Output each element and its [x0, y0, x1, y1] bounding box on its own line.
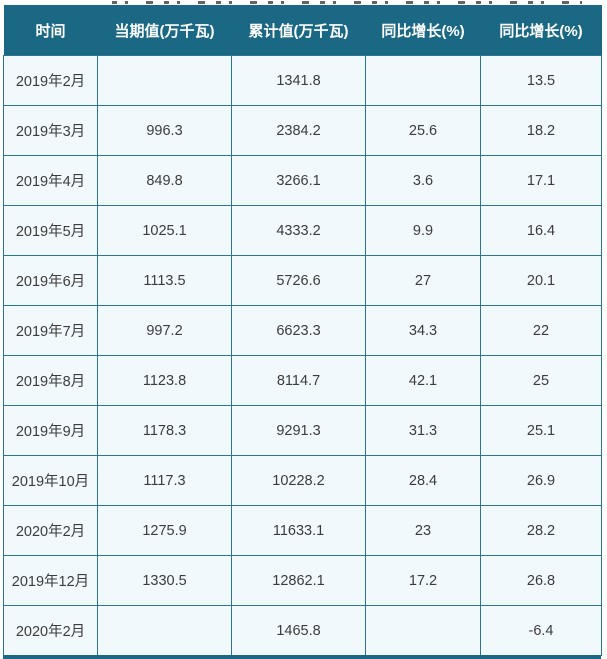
table-cell: 5726.6 [231, 255, 366, 306]
table-cell: 2019年9月 [3, 405, 98, 456]
table-row: 2019年8月 1123.8 8114.7 42.1 25 [3, 355, 602, 406]
table-row: 2019年4月 849.8 3266.1 3.6 17.1 [3, 155, 602, 206]
table-cell: 997.2 [97, 305, 232, 356]
table-row: 2019年2月 1341.8 13.5 [3, 55, 602, 106]
table-cell: 2020年2月 [3, 505, 98, 556]
bottom-divider-bar [3, 655, 601, 659]
column-header-yoy-growth-2: 同比增长(%) [480, 5, 602, 56]
table-cell: 1117.3 [97, 455, 232, 506]
table-cell: 20.1 [480, 255, 602, 306]
table-cell: 3266.1 [231, 155, 366, 206]
table-cell [97, 55, 232, 106]
table-cell: 25.6 [365, 105, 481, 156]
table-cell: 13.5 [480, 55, 602, 106]
table-cell: 1465.8 [231, 605, 366, 656]
table-cell: 18.2 [480, 105, 602, 156]
table-cell: 31.3 [365, 405, 481, 456]
table-cell: 25 [480, 355, 602, 406]
column-header-time: 时间 [3, 5, 98, 56]
table-cell: 2019年3月 [3, 105, 98, 156]
table-cell: 26.8 [480, 555, 602, 606]
table-cell: 6623.3 [231, 305, 366, 356]
table-row: 2020年2月 1275.9 11633.1 23 28.2 [3, 505, 602, 556]
table-row: 2019年6月 1113.5 5726.6 27 20.1 [3, 255, 602, 306]
table-cell [365, 605, 481, 656]
table-cell: 1330.5 [97, 555, 232, 606]
table-cell: 1113.5 [97, 255, 232, 306]
statistics-table: 时间 当期值(万千瓦) 累计值(万千瓦) 同比增长(%) 同比增长(%) 201… [3, 5, 602, 656]
table-cell: 4333.2 [231, 205, 366, 256]
column-header-current-value: 当期值(万千瓦) [97, 5, 232, 56]
table-cell: 10228.2 [231, 455, 366, 506]
table-cell: 26.9 [480, 455, 602, 506]
table-cell: 9.9 [365, 205, 481, 256]
table-cell: 28.2 [480, 505, 602, 556]
table-cell: 1275.9 [97, 505, 232, 556]
table-row: 2019年12月 1330.5 12862.1 17.2 26.8 [3, 555, 602, 606]
table-row: 2019年3月 996.3 2384.2 25.6 18.2 [3, 105, 602, 156]
table-cell: -6.4 [480, 605, 602, 656]
table-cell: 1025.1 [97, 205, 232, 256]
table-cell: 2019年12月 [3, 555, 98, 606]
table-cell: 2020年2月 [3, 605, 98, 656]
table-cell: 2384.2 [231, 105, 366, 156]
table-cell: 849.8 [97, 155, 232, 206]
table-row: 2019年7月 997.2 6623.3 34.3 22 [3, 305, 602, 356]
table-cell: 2019年6月 [3, 255, 98, 306]
table-cell [365, 55, 481, 106]
table-cell: 2019年5月 [3, 205, 98, 256]
table-cell: 2019年8月 [3, 355, 98, 406]
column-header-cumulative-value: 累计值(万千瓦) [231, 5, 366, 56]
table-cell: 28.4 [365, 455, 481, 506]
table-cell: 11633.1 [231, 505, 366, 556]
table-cell: 16.4 [480, 205, 602, 256]
table-row: 2020年2月 1465.8 -6.4 [3, 605, 602, 656]
table-cell: 2019年7月 [3, 305, 98, 356]
table-cell: 12862.1 [231, 555, 366, 606]
table-cell: 23 [365, 505, 481, 556]
table-cell: 1178.3 [97, 405, 232, 456]
table-cell: 2019年4月 [3, 155, 98, 206]
clipped-title-text [112, 1, 582, 4]
table-cell: 2019年2月 [3, 55, 98, 106]
table-cell: 9291.3 [231, 405, 366, 456]
table-row: 2019年9月 1178.3 9291.3 31.3 25.1 [3, 405, 602, 456]
table-cell: 34.3 [365, 305, 481, 356]
table-row: 2019年10月 1117.3 10228.2 28.4 26.9 [3, 455, 602, 506]
table-row: 2019年5月 1025.1 4333.2 9.9 16.4 [3, 205, 602, 256]
table-body: 2019年2月 1341.8 13.5 2019年3月 996.3 2384.2 25.6 1… [3, 55, 602, 656]
table-cell [97, 605, 232, 656]
table-cell: 1341.8 [231, 55, 366, 106]
table-cell: 2019年10月 [3, 455, 98, 506]
table-cell: 3.6 [365, 155, 481, 206]
table-cell: 27 [365, 255, 481, 306]
table-cell: 996.3 [97, 105, 232, 156]
column-header-yoy-growth-1: 同比增长(%) [365, 5, 481, 56]
table-cell: 25.1 [480, 405, 602, 456]
table-cell: 17.1 [480, 155, 602, 206]
table-cell: 22 [480, 305, 602, 356]
table-cell: 17.2 [365, 555, 481, 606]
table-header-row: 时间 当期值(万千瓦) 累计值(万千瓦) 同比增长(%) 同比增长(%) [3, 5, 602, 56]
table-cell: 42.1 [365, 355, 481, 406]
table-cell: 1123.8 [97, 355, 232, 406]
table-cell: 8114.7 [231, 355, 366, 406]
